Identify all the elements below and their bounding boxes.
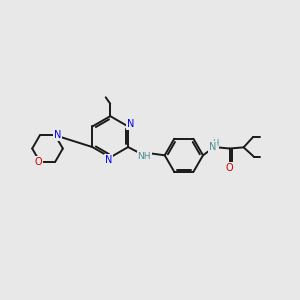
Text: N: N bbox=[105, 155, 112, 165]
Text: N: N bbox=[54, 130, 61, 140]
Text: O: O bbox=[226, 163, 233, 173]
Text: NH: NH bbox=[137, 152, 151, 161]
Text: O: O bbox=[34, 158, 42, 167]
Text: H: H bbox=[212, 139, 218, 148]
Text: N: N bbox=[128, 119, 135, 129]
Text: N: N bbox=[209, 142, 216, 152]
